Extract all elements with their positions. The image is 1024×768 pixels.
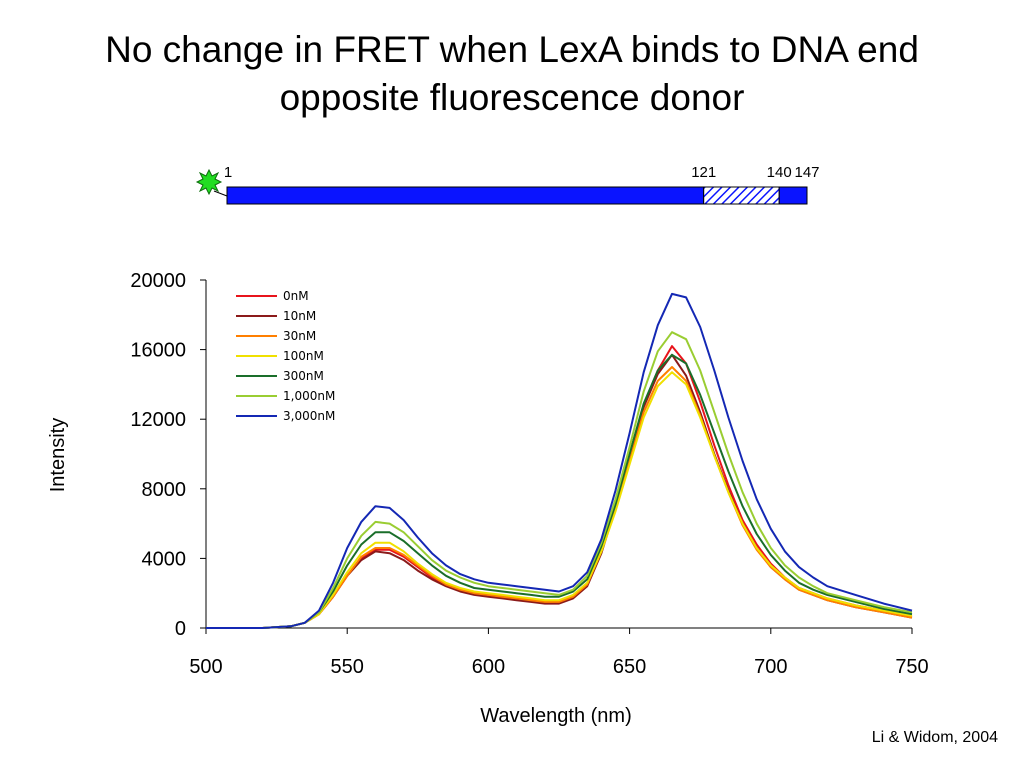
y-tick-label: 0: [175, 618, 186, 640]
legend: 0nM 10nM 30nM 100nM 300nM 1,000nM 3,000nM: [236, 289, 335, 423]
construct-segment-121-140: [703, 186, 780, 205]
construct-position-label: 140: [767, 164, 792, 181]
slide-title: No change in FRET when LexA binds to DNA…: [40, 26, 984, 122]
slide-title-line-1: No change in FRET when LexA binds to DNA…: [105, 29, 919, 70]
y-tick-label: 4000: [142, 548, 187, 570]
series-line-100nm: [206, 371, 913, 629]
series-line-3000nm: [206, 292, 913, 629]
legend-label: 1,000nM: [283, 389, 335, 403]
y-axis-title: Intensity: [47, 418, 69, 492]
fluorescence-spectrum-chart: 0 4000 8000 12000 16000 20000 500 550 600 650 700…: [47, 270, 929, 727]
x-tick-label: 650: [613, 656, 646, 678]
x-tick-label: 550: [331, 656, 364, 678]
series-line-30nm: [206, 366, 913, 629]
construct-segment-1-121: [226, 186, 705, 205]
legend-label: 3,000nM: [283, 409, 335, 423]
construct-position-label: 147: [794, 164, 819, 181]
legend-label: 10nM: [283, 309, 316, 323]
donor-linker: [213, 190, 228, 197]
green-star-burst-icon: [195, 168, 223, 196]
citation: Li & Widom, 2004: [871, 729, 998, 746]
construct-segment-140-147: [778, 186, 808, 205]
x-tick-label: 750: [895, 656, 928, 678]
construct-position-label: 1: [224, 164, 232, 181]
x-tick-label: 700: [754, 656, 787, 678]
slide-title-line-2: opposite fluorescence donor: [279, 77, 745, 118]
x-tick-label: 500: [189, 656, 222, 678]
y-tick-label: 12000: [130, 409, 186, 431]
y-tick-label: 20000: [130, 270, 186, 292]
dna-construct-diagram: 1 121 140 147: [195, 164, 820, 205]
x-axis-title: Wavelength (nm): [480, 705, 632, 727]
legend-label: 300nM: [283, 369, 324, 383]
legend-label: 0nM: [283, 289, 309, 303]
x-axis: 500 550 600 650 700 750: [189, 627, 929, 678]
y-tick-label: 8000: [142, 479, 187, 501]
y-tick-label: 16000: [130, 340, 186, 362]
legend-label: 100nM: [283, 349, 324, 363]
y-axis: 0 4000 8000 12000 16000 20000: [130, 270, 207, 640]
x-tick-label: 600: [472, 656, 505, 678]
series-line-300nm: [206, 353, 913, 629]
construct-position-label: 121: [691, 164, 716, 181]
series-lines: [206, 292, 913, 629]
series-line-1000nm: [206, 331, 913, 629]
legend-label: 30nM: [283, 329, 316, 343]
